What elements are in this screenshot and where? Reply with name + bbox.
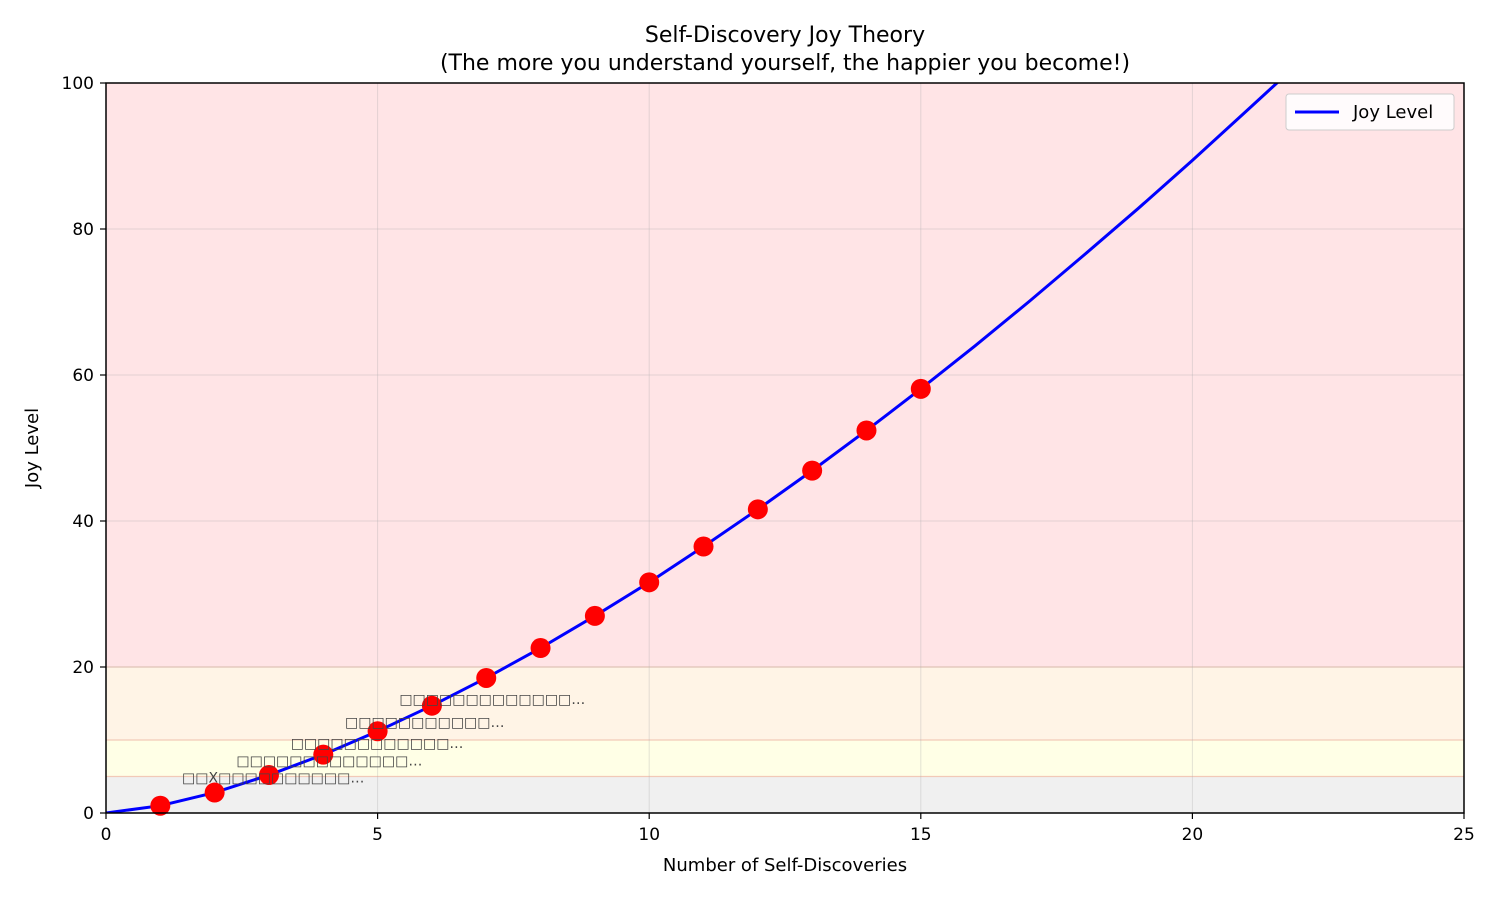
data-point-0 — [150, 795, 171, 816]
plot-frame — [105, 82, 1465, 814]
marker-layer — [150, 378, 931, 816]
x-tick-label-0: 0 — [101, 825, 112, 845]
band-layer — [106, 83, 1464, 813]
band-2 — [106, 667, 1464, 740]
x-axis-label: Number of Self-Discoveries — [663, 855, 907, 876]
data-point-11 — [747, 499, 768, 520]
data-point-13 — [856, 420, 877, 441]
chart-subtitle: (The more you understand yourself, the h… — [440, 51, 1130, 76]
y-tick-label-60: 60 — [72, 366, 94, 386]
legend: Joy Level — [1285, 93, 1455, 131]
data-point-5 — [421, 695, 442, 716]
data-point-10 — [693, 536, 714, 557]
annotation-layer: □□X□□□□□□□□□□…□□□□□□□□□□□□□…□□□□□□□□□□□□… — [182, 692, 585, 786]
tick-layer: 0 5 10 15 20 25 0 20 40 60 80 100 — [62, 74, 1475, 845]
y-tick-label-20: 20 — [72, 658, 94, 678]
y-tick-label-80: 80 — [72, 220, 94, 240]
band-3 — [106, 83, 1464, 667]
data-point-6 — [476, 667, 497, 688]
annotation-2: □□□□□□□□□□□□… — [291, 736, 464, 752]
x-tick-label-25: 25 — [1453, 825, 1475, 845]
annotation-0: □□X□□□□□□□□□□… — [182, 770, 364, 786]
annotation-1: □□□□□□□□□□□□□… — [236, 754, 422, 770]
data-point-14 — [910, 378, 931, 399]
legend-box — [1285, 93, 1455, 131]
legend-label: Joy Level — [1352, 102, 1433, 123]
data-point-9 — [639, 572, 660, 593]
annotation-4: □□□□□□□□□□□□□… — [399, 692, 585, 708]
y-tick-label-0: 0 — [83, 804, 94, 824]
data-point-12 — [802, 460, 823, 481]
x-tick-label-5: 5 — [372, 825, 383, 845]
data-point-1 — [204, 782, 225, 803]
chart-title: Self-Discovery Joy Theory — [645, 23, 925, 48]
y-axis-label: Joy Level — [22, 408, 43, 489]
x-tick-label-15: 15 — [910, 825, 932, 845]
y-tick-label-100: 100 — [62, 74, 94, 94]
x-tick-label-10: 10 — [638, 825, 660, 845]
data-point-8 — [584, 605, 605, 626]
data-point-2 — [258, 765, 279, 786]
data-point-4 — [367, 721, 388, 742]
data-point-3 — [313, 744, 334, 765]
band-0 — [106, 776, 1464, 813]
x-tick-label-20: 20 — [1182, 825, 1204, 845]
annotation-3: □□□□□□□□□□□… — [345, 715, 505, 731]
y-tick-label-40: 40 — [72, 512, 94, 532]
data-point-7 — [530, 638, 551, 659]
